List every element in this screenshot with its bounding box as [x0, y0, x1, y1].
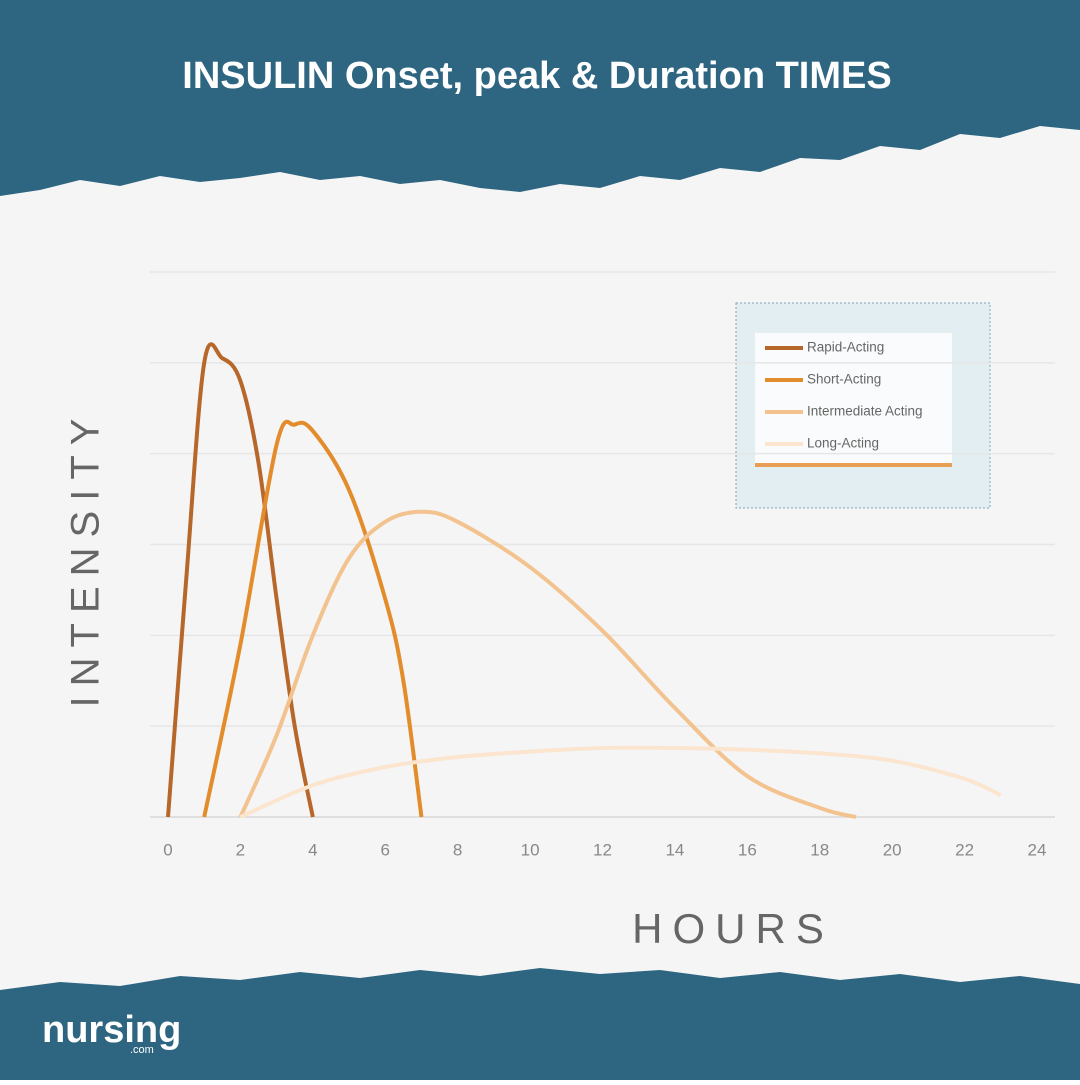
x-tick-label: 24: [1028, 840, 1047, 859]
y-axis-label: INTENSITY: [64, 409, 108, 708]
x-tick-label: 0: [163, 840, 172, 859]
series-line: [238, 509, 857, 819]
plot: 0 2 4 6 8 10 12 14 16 18 20 22 24Rapid-ActingShort-A…: [150, 271, 1055, 859]
legend-label: Intermediate Acting: [807, 404, 923, 419]
legend-label: Long-Acting: [807, 436, 879, 451]
x-tick-label: 2: [236, 840, 245, 859]
legend-label: Rapid-Acting: [807, 340, 884, 355]
series-line: [166, 342, 315, 818]
footer-band: [0, 968, 1080, 1080]
x-tick-label: 22: [955, 840, 974, 859]
header-band: [0, 0, 1080, 196]
x-tick-label: 8: [453, 840, 462, 859]
title: INSULIN Onset, peak & Duration TIMES: [182, 55, 891, 97]
series-line: [239, 745, 1002, 819]
x-tick-label: 10: [521, 840, 540, 859]
legend-label: Short-Acting: [807, 372, 881, 387]
x-tick-label: 18: [810, 840, 829, 859]
x-axis-label: HOURS: [632, 905, 834, 952]
x-tick-label: 20: [883, 840, 902, 859]
x-tick-label: 16: [738, 840, 757, 859]
series-line: [202, 419, 424, 818]
logo: nursing: [42, 1009, 181, 1051]
logo-sub: .com: [130, 1044, 154, 1056]
x-tick-label: 4: [308, 840, 317, 859]
x-tick-label: 12: [593, 840, 612, 859]
x-tick-label: 6: [381, 840, 390, 859]
x-tick-label: 14: [665, 840, 684, 859]
legend-card: [755, 333, 952, 463]
